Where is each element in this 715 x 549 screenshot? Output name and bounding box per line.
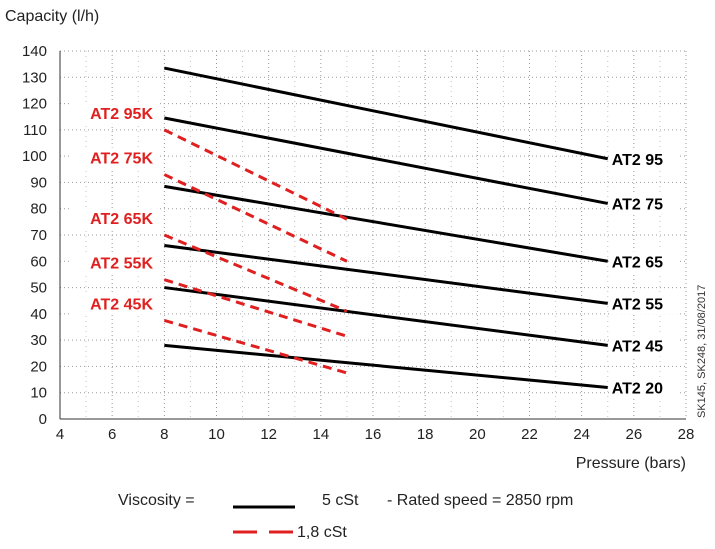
y-tick-label: 50 (30, 280, 47, 297)
series-label-bg (71, 293, 157, 315)
x-tick-label: 12 (260, 426, 277, 443)
series-label-bg (609, 377, 678, 399)
series-label-bg (609, 148, 678, 170)
x-tick-label: 16 (365, 426, 382, 443)
series-label-bg (71, 252, 157, 274)
x-tick-label: 24 (573, 426, 590, 443)
series-label: AT2 45 (612, 338, 663, 355)
series-label: AT2 45K (90, 296, 153, 313)
series-label: AT2 55 (612, 296, 663, 313)
series-line (164, 116, 609, 205)
y-tick-label: 10 (30, 385, 47, 402)
x-tick-label: 26 (625, 426, 642, 443)
series-line (164, 343, 608, 389)
series-line (163, 128, 348, 221)
x-tick-label: 8 (160, 426, 168, 443)
series-label-bg (609, 193, 678, 215)
x-tick-label: 20 (469, 426, 486, 443)
series-label: AT2 20 (612, 380, 663, 397)
series-label: AT2 95 (612, 152, 663, 169)
y-tick-label: 90 (30, 174, 47, 191)
legend-label: Viscosity = (118, 492, 195, 509)
y-tick-label: 100 (22, 148, 47, 165)
series-label: AT2 75K (90, 151, 153, 168)
series-label: AT2 65K (90, 211, 153, 228)
y-tick-label: 130 (22, 69, 47, 86)
series-label: AT2 75 (612, 196, 663, 213)
x-axis-title: Pressure (bars) (576, 455, 686, 472)
series-label-bg (71, 147, 157, 169)
series-line (163, 173, 348, 263)
y-tick-label: 120 (22, 96, 47, 113)
legend-entry-dashed: 1,8 cSt (297, 524, 347, 541)
series-line (164, 66, 609, 161)
series-lines (163, 66, 609, 389)
side-note: SK145, SK248, 31/08/2017 (696, 285, 708, 418)
series-label-bg (609, 335, 678, 357)
y-tick-label: 70 (30, 227, 47, 244)
series-label-bg (71, 102, 157, 124)
y-tick-label: 20 (30, 358, 47, 375)
y-tick-label: 140 (22, 43, 47, 60)
series-line (164, 286, 608, 347)
x-tick-label: 14 (312, 426, 329, 443)
series-label-bg (609, 251, 678, 273)
series-label: AT2 65 (612, 254, 663, 271)
series-label-bg (609, 293, 678, 315)
y-tick-label: 40 (30, 306, 47, 323)
y-tick-label: 30 (30, 332, 47, 349)
legend-note: - Rated speed = 2850 rpm (387, 492, 573, 509)
x-tick-label: 6 (108, 426, 116, 443)
x-tick-label: 4 (56, 426, 64, 443)
series-line (163, 233, 348, 313)
series-label-bg (71, 208, 157, 229)
series-line (164, 244, 608, 305)
series-label: AT2 95K (90, 106, 153, 123)
axes: 4 6 8 10 12 14 16 18 20 22 24 26 28 0 10 20 30 40 50 60 70 80… (22, 43, 694, 443)
y-tick-label: 60 (30, 253, 47, 270)
y-axis-title: Capacity (l/h) (5, 8, 99, 25)
series-line (163, 318, 348, 375)
x-tick-label: 18 (417, 426, 434, 443)
series-labels: AT2 95 AT2 75 AT2 65 AT2 55 AT2 45 AT2 20 AT2 … (71, 102, 678, 399)
y-tick-label: 80 (30, 201, 47, 218)
x-tick-label: 28 (678, 426, 695, 443)
series-label: AT2 55K (90, 256, 153, 273)
x-tick-label: 22 (521, 426, 538, 443)
y-tick-label: 0 (39, 411, 47, 428)
series-line (164, 184, 608, 263)
legend-entry-solid: 5 cSt (322, 492, 359, 509)
legend: Viscosity = 5 cSt - Rated speed = 2850 r… (118, 492, 573, 541)
y-tick-label: 110 (23, 122, 47, 139)
series-line (163, 278, 348, 338)
x-tick-label: 10 (208, 426, 225, 443)
